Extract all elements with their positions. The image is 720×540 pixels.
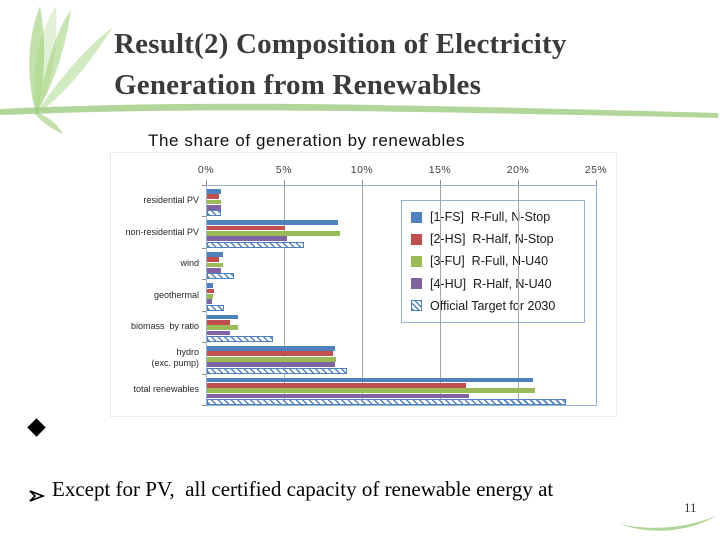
slide-title-line2: Generation from Renewables [114,69,482,101]
x-axis-label: 20% [506,164,530,176]
chart-title: The share of generation by renewables [148,131,466,150]
bullet-1: Except for PV, all certified capacity of… [27,412,700,540]
chart-bar [207,257,220,262]
plot-border [206,185,597,406]
x-axis-label: 0% [197,164,215,176]
chart-bar [207,283,214,288]
chart-bar [207,199,222,205]
chart-bar [207,356,337,362]
y-axis-tick [202,247,206,249]
y-axis-tick [202,342,206,344]
chart-bar [207,336,273,343]
legend-color-marker-icon [411,233,422,245]
x-axis-tick [206,180,207,185]
chart-bar [207,398,566,405]
x-axis-label: 5% [275,164,293,176]
legend-label: [4-HU] R-Half, N-U40 [430,276,552,291]
chart-bar [207,220,339,226]
chart-bar [207,377,534,383]
chart-gridline [440,185,441,405]
x-axis-label: 25% [584,164,608,176]
chart-bar [207,330,231,336]
chart-bar [207,205,222,210]
category-label: biomass by ratio [130,321,199,332]
bullet-2: Unbalanced PV installation will cause a … [28,480,700,540]
category-label: total renewables [133,384,199,395]
slide-title-line1: Result(2) Composition of Electricity [114,28,567,60]
chart-bar [207,241,304,248]
chart-gridline [362,185,363,405]
arrow-bullet-icon [29,490,46,502]
y-axis-tick [202,185,206,186]
x-axis-tick [284,180,285,185]
x-axis-label: 10% [350,164,374,176]
page-number: 11 [684,500,697,515]
category-label: geothermal [153,289,199,300]
legend-color-marker-icon [411,278,422,290]
chart-bar [207,273,234,280]
legend-item: [3-FU] R-Full, N-U40 [411,254,584,268]
legend-item: [1-FS] R-Full, N-Stop [411,210,584,224]
chart-bar [207,288,215,294]
chart-gridline [518,185,519,405]
diamond-bullet-icon [27,418,46,437]
category-label: hydro (exc. pump) [151,347,199,368]
chart-bar [207,210,222,217]
leaf-decoration-icon [0,6,718,134]
legend-label: Official Target for 2030 [430,298,556,313]
chart-bar [207,225,285,231]
chart-legend: [1-FS] R-Full, N-Stop [2-HS] R-Half, N-St… [401,200,585,323]
y-axis-tick [202,216,206,218]
category-label: wind [180,258,199,269]
bullet-1-line1: Except for PV, all certified capacity of… [52,477,554,501]
chart-bar [207,236,287,242]
legend-hatch-marker-icon [411,300,422,312]
y-axis-tick [202,279,206,281]
legend-item: [2-HS] R-Half, N-Stop [411,232,584,246]
chart-bar [207,325,239,331]
category-label: residential PV [143,195,199,206]
x-axis-tick [596,180,597,185]
x-axis-tick [518,180,519,185]
y-axis-tick [202,310,206,312]
x-axis-label: 15% [428,164,452,176]
chart-gridline [284,185,285,405]
legend-item: [4-HU] R-Half, N-U40 [411,277,584,291]
chart-bar [207,251,223,257]
slide-title: Result(2) Composition of Electricity Gen… [114,24,714,106]
chart-bar [207,320,231,325]
chart-bar [207,382,466,388]
chart-bar [207,314,239,320]
chart-bar [207,388,535,393]
chart-bar [207,393,470,399]
y-axis-tick [202,405,206,406]
chart-area: [1-FS] R-Full, N-Stop [2-HS] R-Half, N-St… [110,152,617,417]
chart-bar [207,293,214,299]
legend-color-marker-icon [411,255,422,267]
chart-bar [207,299,212,305]
legend-color-marker-icon [411,211,422,223]
chart-bar [207,194,220,200]
category-label: non-residential PV [125,226,199,237]
chart-bar [207,362,335,367]
legend-label: [3-FU] R-Full, N-U40 [430,254,549,269]
x-axis-tick [362,180,363,185]
chart-bar [207,189,222,194]
chart-bar [207,351,334,357]
legend-label: [1-FS] R-Full, N-Stop [430,210,551,225]
legend-label: [2-HS] R-Half, N-Stop [430,232,554,247]
chart-bar [207,367,348,374]
swoosh-decoration-icon [620,516,716,531]
chart-bar [207,231,340,236]
y-axis-tick [202,373,206,375]
chart-bar [207,346,335,351]
chart-bar [207,304,225,311]
chart-bar [207,267,222,273]
x-axis-tick [440,180,441,185]
chart-bar [207,262,223,268]
legend-item: Official Target for 2030 [411,299,584,313]
